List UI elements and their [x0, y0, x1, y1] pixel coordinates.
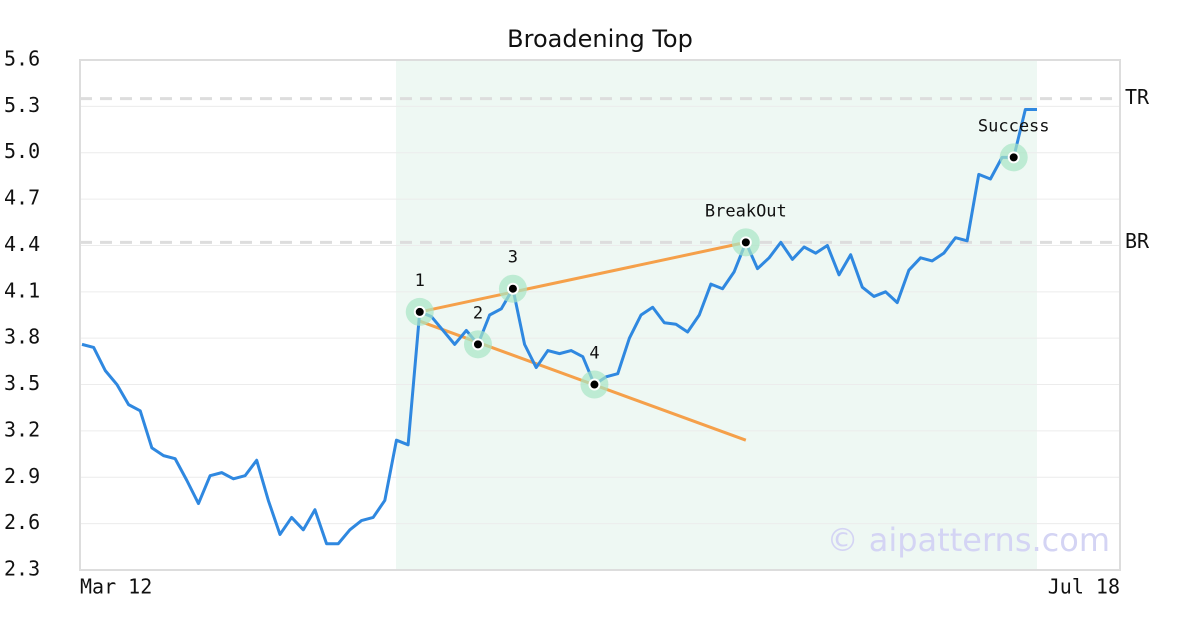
pivot-dot — [1007, 151, 1020, 164]
y-tick-label: 2.6 — [4, 510, 40, 534]
pivot-dot — [588, 378, 601, 391]
y-tick-label: 4.7 — [4, 186, 40, 210]
y-tick-label: 4.4 — [4, 232, 40, 256]
y-tick-label: 2.9 — [4, 464, 40, 488]
plot-border — [79, 59, 1121, 571]
y-tick-label: 3.5 — [4, 371, 40, 395]
pattern-region — [396, 60, 1037, 570]
x-tick-label: Mar 12 — [80, 575, 152, 599]
y-tick-label: 5.3 — [4, 93, 40, 117]
y-tick-label: 5.6 — [4, 47, 40, 71]
watermark: © aipatterns.com — [827, 521, 1110, 559]
y-tick-label: 3.2 — [4, 417, 40, 441]
pivot-label: BreakOut — [705, 201, 787, 221]
trend-line — [419, 240, 747, 314]
pivot-label: 3 — [508, 248, 518, 268]
pivot-dot — [471, 338, 484, 351]
y-tick-label: 2.3 — [4, 557, 40, 581]
pivot-dot — [506, 282, 519, 295]
level-label: TR — [1125, 85, 1150, 109]
price-line — [81, 107, 1037, 546]
pivot-label: Success — [978, 116, 1050, 136]
pivot-dot — [739, 236, 752, 249]
chart-title: Broadening Top — [507, 25, 693, 53]
x-tick-label: Jul 18 — [1048, 575, 1120, 599]
level-label: BR — [1125, 229, 1150, 253]
y-tick-label: 5.0 — [4, 139, 40, 163]
pivot-label: 1 — [415, 271, 425, 291]
y-tick-label: 4.1 — [4, 278, 40, 302]
pivot-label: 2 — [473, 303, 483, 323]
y-tick-label: 3.8 — [4, 325, 40, 349]
pivot-label: 4 — [589, 344, 599, 364]
pivot-dot — [413, 305, 426, 318]
